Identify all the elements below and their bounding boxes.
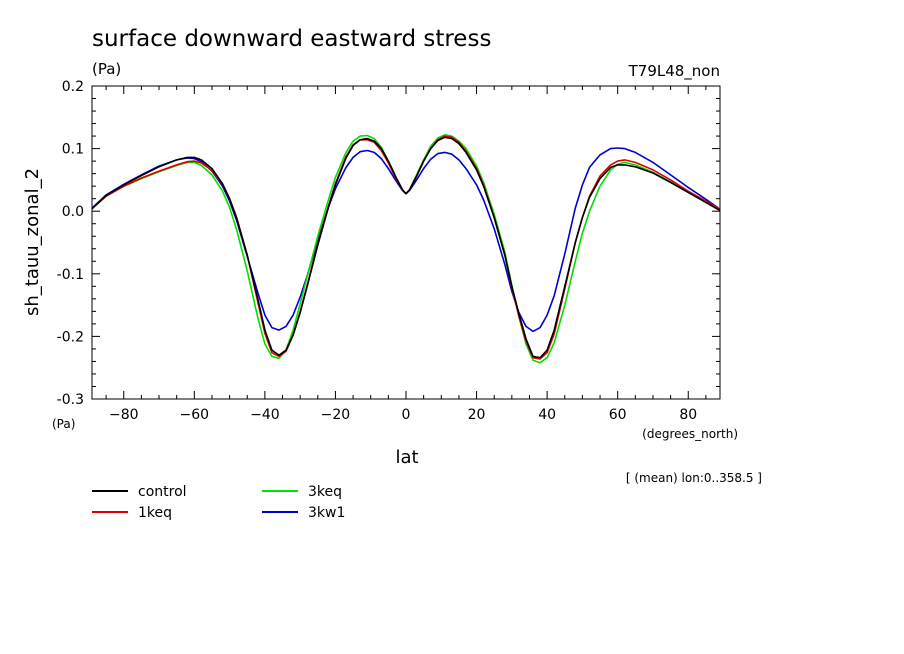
y-tick-label: -0.1 [57,267,84,283]
legend-label-1keq: 1keq [138,505,172,521]
y-tick-label: 0.0 [62,204,84,220]
y-axis-label: sh_tauu_zonal_2 [22,168,43,316]
series-line-3keq [91,134,721,364]
y-tick-label: -0.2 [57,329,84,345]
series-line-3kw1 [91,147,721,333]
x-tick-label: 20 [468,407,486,423]
y-tick-label: -0.3 [57,392,84,408]
x-tick-label: 60 [609,407,627,423]
legend: control 1keq 3keq 3kw1 [92,484,345,521]
x-tick-label: 40 [538,407,556,423]
x-tick-label: −20 [321,407,351,423]
x-tick-label: −80 [109,407,139,423]
x-axis-label: lat [395,447,418,468]
y-axis-unit: (Pa) [52,417,75,431]
chart-title: surface downward eastward stress [92,26,491,52]
x-tick-label: 0 [402,407,411,423]
y-axis-ticks: -0.3 -0.2 -0.1 0.0 0.1 0.2 [57,79,720,408]
x-axis-unit: (degrees_north) [642,427,738,441]
x-tick-label: 80 [679,407,697,423]
series-line-1keq [91,135,721,360]
plot-frame [91,85,721,400]
x-tick-label: −60 [180,407,210,423]
series-line-control [91,136,721,359]
series-lines [91,134,721,364]
averaging-note: [ (mean) lon:0..358.5 ] [626,471,762,485]
legend-label-3keq: 3keq [308,484,342,500]
legend-label-3kw1: 3kw1 [308,505,345,521]
legend-label-control: control [138,484,187,500]
title-unit: (Pa) [92,60,121,78]
x-axis-ticks: −80 −60 −40 −20 0 20 40 60 80 [105,86,707,423]
y-tick-label: 0.2 [62,79,84,95]
run-label: T79L48_non [628,62,720,81]
y-tick-label: 0.1 [62,142,84,158]
x-tick-label: −40 [250,407,280,423]
